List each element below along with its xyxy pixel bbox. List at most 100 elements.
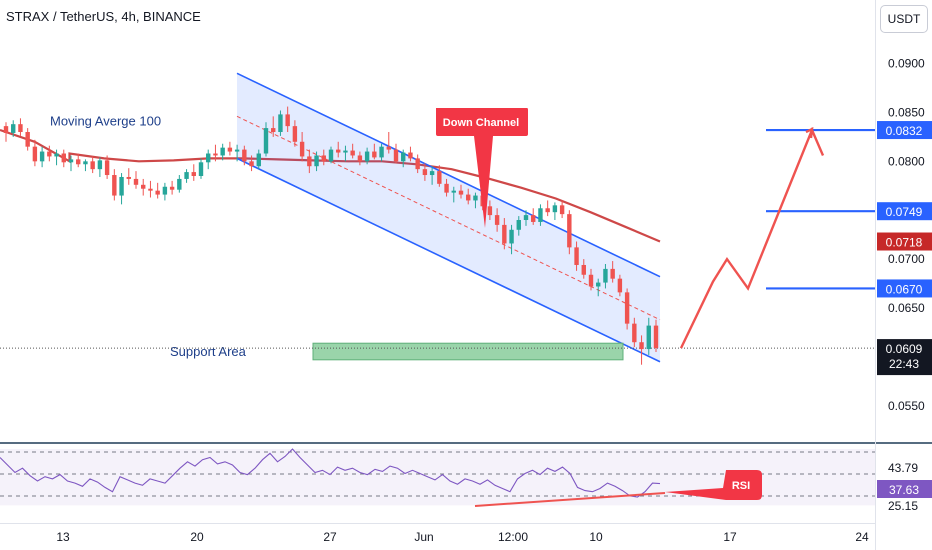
- candle-body: [574, 247, 578, 265]
- candle-body: [62, 154, 66, 163]
- candle-body: [76, 159, 80, 164]
- candle-body: [228, 148, 232, 152]
- candle-body: [618, 279, 622, 293]
- candle-body: [90, 161, 94, 169]
- candle-body: [25, 132, 29, 147]
- candle-body: [278, 114, 282, 132]
- candle-body: [394, 150, 398, 162]
- candle-body: [509, 230, 513, 244]
- candle-body: [336, 150, 340, 153]
- candle-body: [300, 142, 304, 157]
- price-tag-label: 0.0832: [886, 124, 923, 138]
- rsi-callout-label: RSI: [732, 480, 750, 492]
- candle-body: [589, 275, 593, 287]
- time-tick-label: 13: [56, 530, 70, 544]
- candle-body: [632, 324, 636, 343]
- symbol-title: STRAX / TetherUS, 4h, BINANCE: [6, 9, 201, 24]
- time-tick-label: 12:00: [498, 530, 528, 544]
- candle-body: [365, 152, 369, 162]
- candle-body: [560, 205, 564, 214]
- candle-body: [358, 155, 362, 161]
- candle-body: [473, 196, 477, 201]
- candle-body: [610, 269, 614, 279]
- currency-button[interactable]: USDT: [880, 5, 928, 33]
- price-tag-label: 0.0749: [886, 205, 923, 219]
- price-tick-label: 0.0700: [888, 252, 925, 266]
- candle-body: [264, 128, 268, 153]
- price-tick-label: 0.0800: [888, 154, 925, 168]
- candle-body: [206, 154, 210, 163]
- candle-body: [430, 171, 434, 175]
- support-area-zone: [313, 343, 623, 360]
- candle-body: [242, 150, 246, 162]
- time-tick-label: 10: [589, 530, 603, 544]
- candle-body: [141, 185, 145, 189]
- candle-body: [322, 155, 326, 161]
- candle-body: [119, 177, 123, 196]
- candle-body: [18, 124, 22, 132]
- rsi-tick-label: 25.15: [888, 499, 918, 513]
- candle-body: [177, 179, 181, 190]
- candle-body: [524, 215, 528, 220]
- candle-body: [257, 154, 261, 167]
- candle-body: [11, 124, 15, 133]
- candle-body: [40, 152, 44, 162]
- candle-body: [184, 172, 188, 179]
- candle-body: [437, 171, 441, 184]
- candle-body: [155, 191, 159, 195]
- time-tick-label: Jun: [414, 530, 433, 544]
- candle-body: [127, 177, 131, 179]
- price-tick-label: 0.0850: [888, 105, 925, 119]
- candle-body: [350, 151, 354, 156]
- candle-body: [596, 283, 600, 287]
- price-tick-label: 0.0900: [888, 57, 925, 71]
- candle-body: [415, 158, 419, 169]
- moving-average-label: Moving Averge 100: [50, 113, 161, 128]
- candle-body: [54, 154, 58, 157]
- candle-body: [235, 150, 239, 152]
- price-tag-label: 0.0670: [886, 282, 923, 296]
- candle-body: [33, 147, 37, 162]
- candle-body: [329, 150, 333, 162]
- candle-body: [105, 160, 109, 175]
- support-area-label: Support Area: [170, 344, 247, 359]
- candle-body: [567, 214, 571, 247]
- candle-body: [379, 147, 383, 158]
- candle-body: [293, 126, 297, 142]
- candle-body: [134, 179, 138, 185]
- last-price-label: 0.0609: [886, 342, 923, 356]
- candle-body: [647, 326, 651, 349]
- candle-body: [625, 292, 629, 323]
- candle-body: [271, 128, 275, 132]
- candle-body: [4, 126, 8, 133]
- candle-body: [69, 159, 73, 162]
- time-tick-label: 24: [855, 530, 869, 544]
- candle-body: [314, 155, 318, 166]
- candle-body: [459, 191, 463, 195]
- rsi-value-label: 37.63: [889, 483, 919, 497]
- candle-body: [192, 172, 196, 176]
- candle-body: [112, 175, 116, 196]
- candle-body: [249, 161, 253, 166]
- candle-body: [148, 189, 152, 191]
- candle-body: [83, 161, 87, 164]
- candle-body: [199, 162, 203, 176]
- price-tick-label: 0.0550: [888, 399, 925, 413]
- candle-body: [639, 342, 643, 349]
- candle-body: [387, 147, 391, 150]
- candle-body: [538, 208, 542, 222]
- candle-body: [545, 208, 549, 212]
- price-tag-label: 0.0718: [886, 236, 923, 250]
- candle-body: [47, 152, 51, 157]
- candle-body: [603, 269, 607, 283]
- candle-body: [213, 154, 217, 156]
- candle-body: [531, 215, 535, 222]
- candle-body: [654, 326, 658, 348]
- time-tick-label: 20: [190, 530, 204, 544]
- candle-body: [444, 184, 448, 193]
- candle-body: [343, 151, 347, 153]
- candle-body: [98, 160, 102, 169]
- candle-body: [307, 156, 311, 166]
